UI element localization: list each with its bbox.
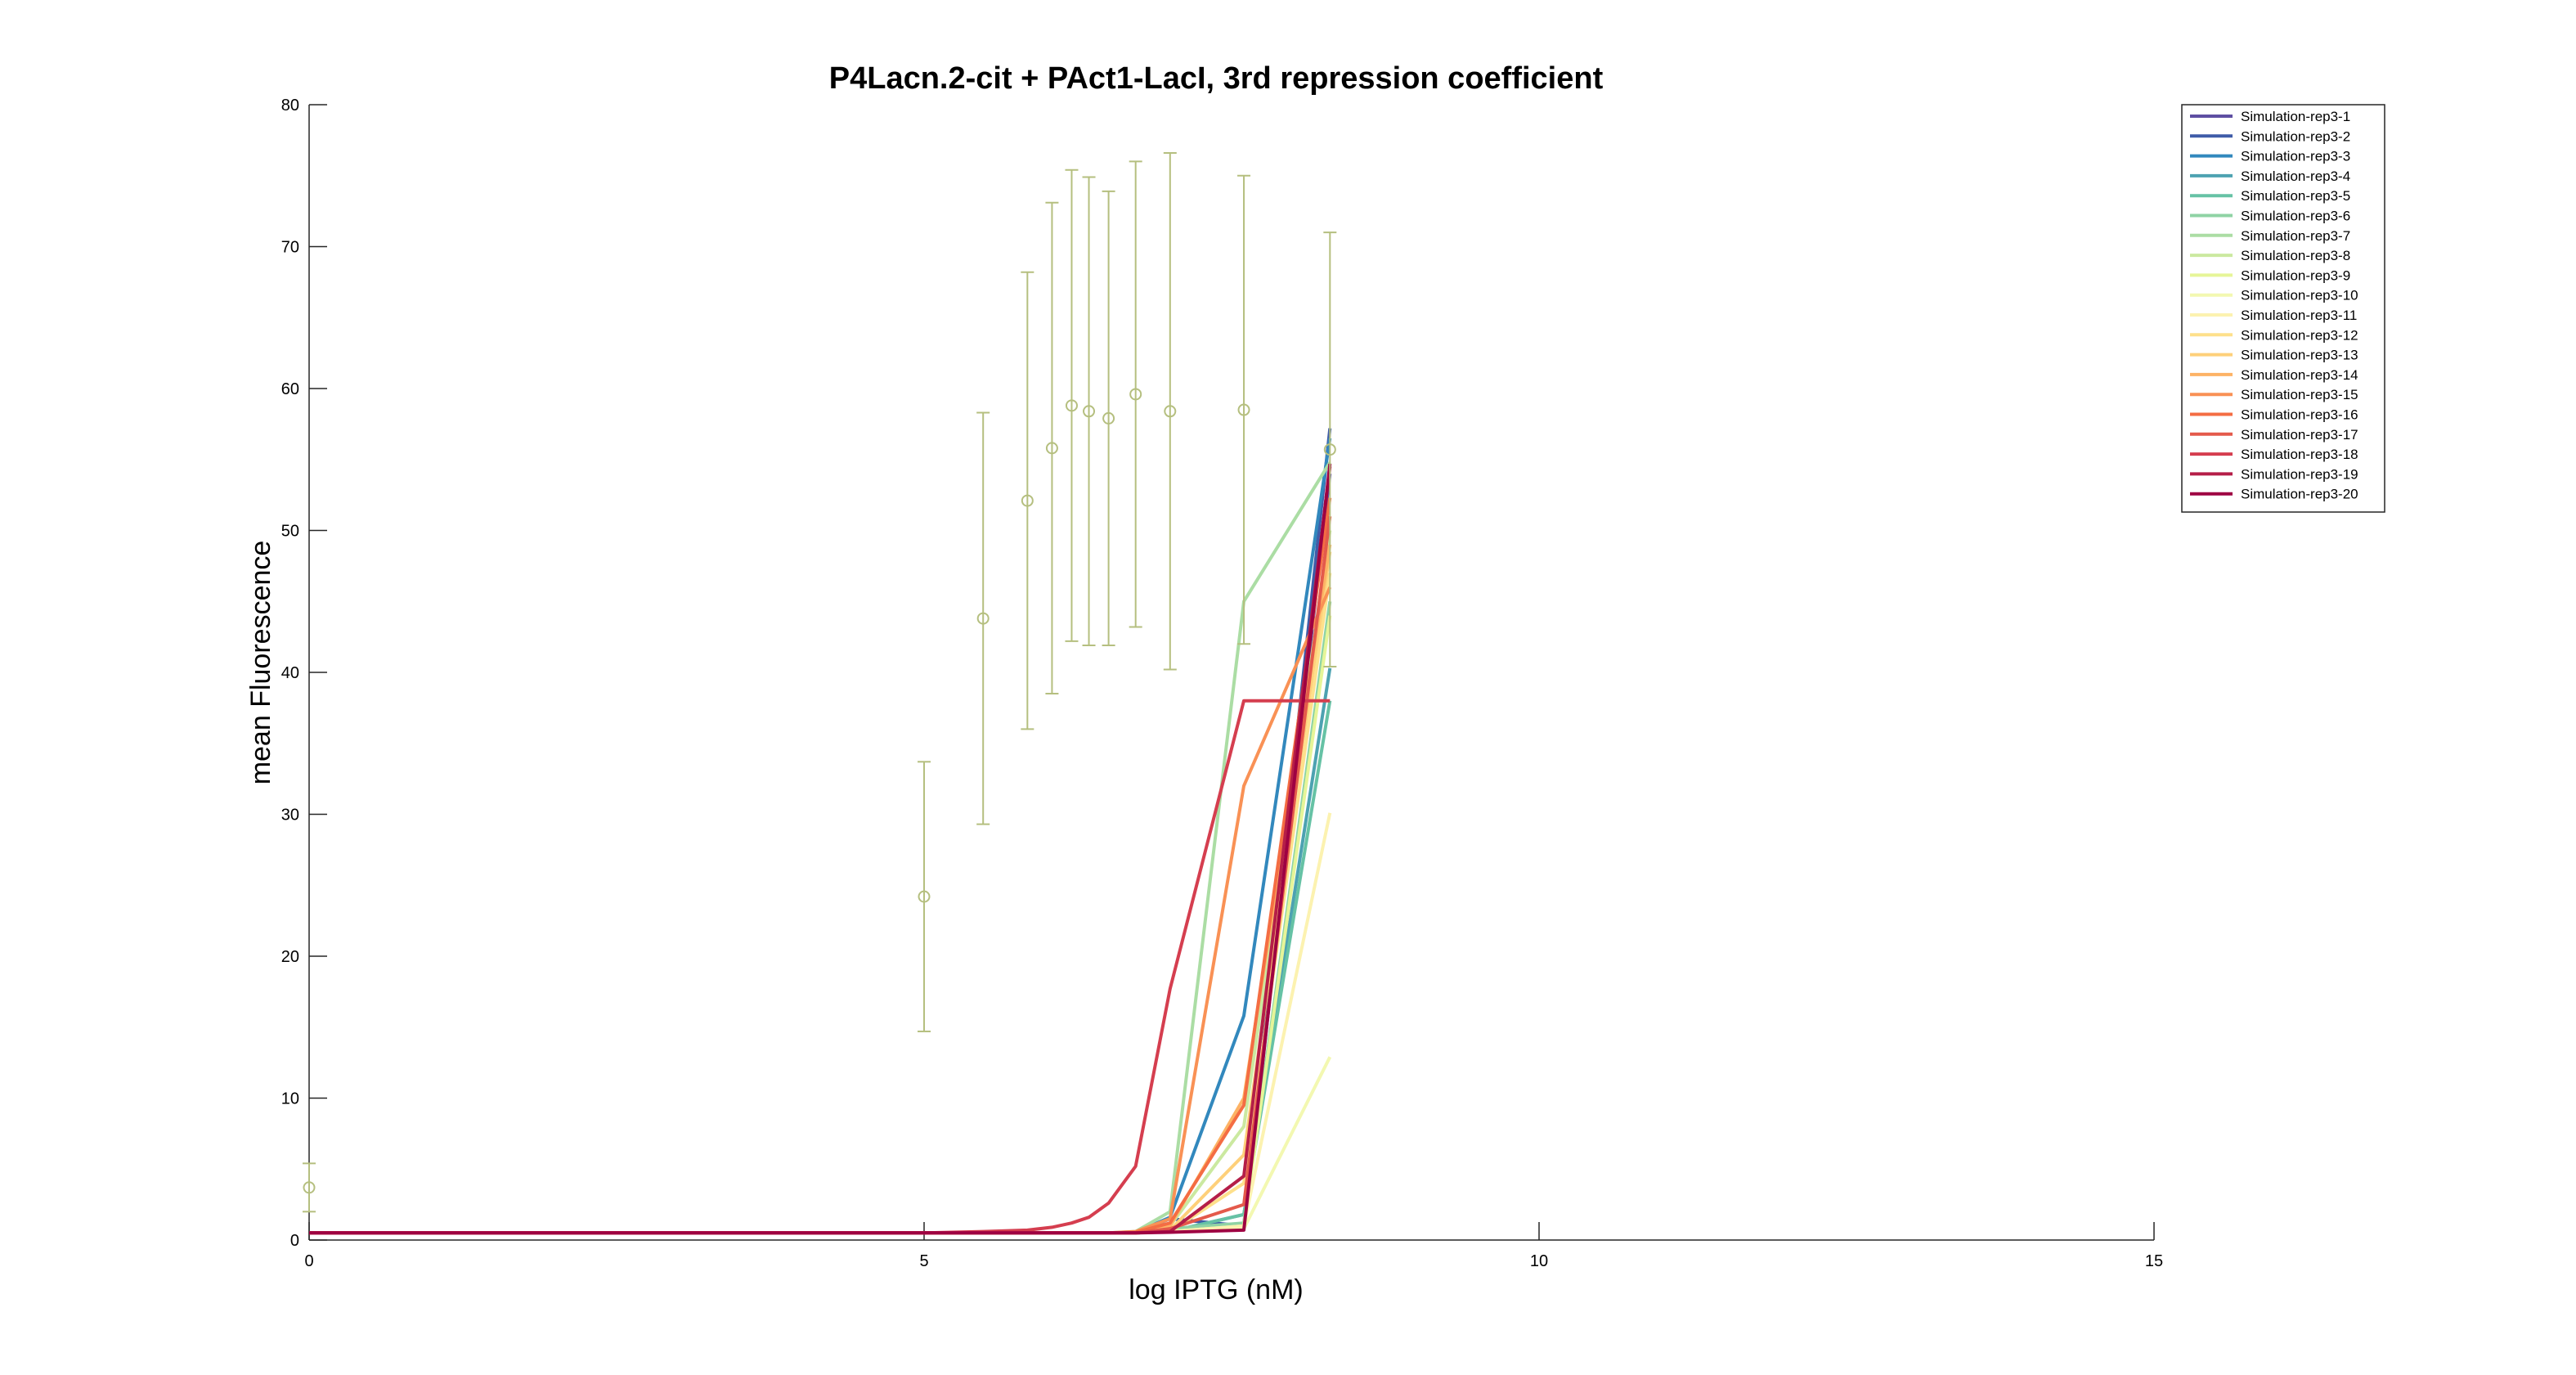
legend-label-6: Simulation-rep3-6 [2241,209,2350,224]
legend-label-9: Simulation-rep3-9 [2241,267,2350,283]
legend-label-3: Simulation-rep3-3 [2241,149,2350,164]
legend-label-15: Simulation-rep3-15 [2241,387,2358,402]
series-line-20 [309,463,1332,1235]
legend-label-16: Simulation-rep3-16 [2241,407,2358,423]
legend-label-2: Simulation-rep3-2 [2241,128,2350,144]
y-tick-label: 60 [281,380,299,398]
legend-label-18: Simulation-rep3-18 [2241,447,2358,462]
series-line-16 [309,497,1332,1235]
legend-label-7: Simulation-rep3-7 [2241,228,2350,244]
data-point [1021,494,1034,507]
series-line-2 [309,428,1332,1235]
legend: Simulation-rep3-1 Simulation-rep3-2 Simula… [2181,104,2385,513]
data-point [1164,405,1177,418]
legend-label-5: Simulation-rep3-5 [2241,188,2350,204]
y-tick-label: 30 [281,807,299,825]
legend-label-11: Simulation-rep3-11 [2241,308,2357,323]
y-tick-label: 0 [290,1232,299,1250]
legend-label-19: Simulation-rep3-19 [2241,466,2358,482]
x-tick-label: 15 [2145,1252,2163,1270]
x-axis-label: log IPTG (nM) [1129,1274,1303,1305]
series-line-17 [309,515,1332,1235]
data-point [1237,403,1250,416]
series-line-15 [309,586,1332,1235]
data-point [303,1181,316,1194]
simulation-series [309,428,1332,1235]
series-line-9 [309,615,1332,1235]
series-line-7 [309,461,1332,1235]
legend-label-12: Simulation-rep3-12 [2241,327,2358,343]
y-tick-label: 80 [281,97,299,115]
data-point [976,612,990,625]
axes: 0 5 10 15 0 10 20 30 40 50 60 70 80 [281,97,2163,1270]
data-point [1323,443,1336,456]
series-line-8 [309,530,1332,1235]
data-point [1045,442,1058,455]
legend-label-14: Simulation-rep3-14 [2241,367,2358,383]
legend-box [2181,104,2385,513]
legend-label-8: Simulation-rep3-8 [2241,248,2350,263]
legend-label-20: Simulation-rep3-20 [2241,487,2358,502]
data-point [1083,405,1096,418]
chart-title: P4Lacn.2-cit + PAct1-LacI, 3rd repressio… [829,61,1604,96]
y-tick-label: 40 [281,664,299,682]
y-tick-label: 50 [281,523,299,541]
series-line-13 [309,551,1332,1235]
legend-label-10: Simulation-rep3-10 [2241,288,2358,303]
x-tick-label: 5 [919,1252,928,1270]
series-line-12 [309,573,1332,1235]
y-tick-label: 20 [281,948,299,966]
data-point [918,890,931,903]
y-tick-label: 70 [281,239,299,257]
y-axis-label: mean Fluorescence [245,541,276,785]
data-point [1129,388,1142,401]
y-tick-label: 10 [281,1090,299,1108]
series-line-14 [309,544,1332,1235]
series-line-6 [309,601,1332,1235]
series-line-19 [309,466,1332,1235]
experimental-data [303,151,1337,1213]
legend-label-4: Simulation-rep3-4 [2241,169,2350,184]
series-line-1 [309,473,1332,1235]
x-tick-label: 10 [1530,1252,1548,1270]
x-tick-label: 0 [304,1252,313,1270]
series-line-3 [309,438,1332,1235]
legend-label-17: Simulation-rep3-17 [2241,427,2358,443]
legend-label-13: Simulation-rep3-13 [2241,348,2358,363]
data-point [1102,411,1115,425]
data-point [1065,399,1078,412]
legend-label-1: Simulation-rep3-1 [2241,109,2350,124]
